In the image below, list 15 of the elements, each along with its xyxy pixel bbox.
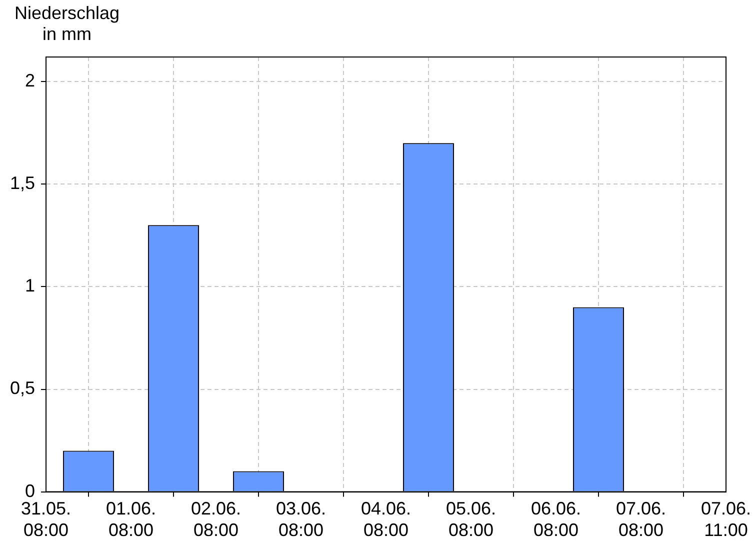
x-tick-label: 05.06. 08:00 [446, 498, 496, 540]
x-tick-label: 04.06. 08:00 [360, 498, 412, 540]
y-tick-label: 1,5 [10, 173, 36, 194]
x-tick-label: 03.06. 08:00 [276, 498, 326, 540]
x-tick-label: 31.05. 08:00 [21, 498, 72, 540]
y-tick-label: 2 [25, 70, 36, 91]
y-tick-label: 0,5 [10, 378, 36, 398]
x-tick-label: 07.06. 08:00 [616, 498, 666, 540]
y-tick-label: 1 [25, 276, 36, 296]
x-tick-label: 01.06. 08:00 [106, 498, 156, 540]
y-tick-label: 0 [25, 480, 36, 501]
y-axis-title: Niederschlag in mm [13, 3, 121, 45]
x-tick-label: 06.06. 08:00 [530, 498, 582, 540]
x-tick-label: 02.06. 08:00 [190, 498, 242, 540]
x-tick-label: 07.06. 11:00 [700, 498, 752, 540]
